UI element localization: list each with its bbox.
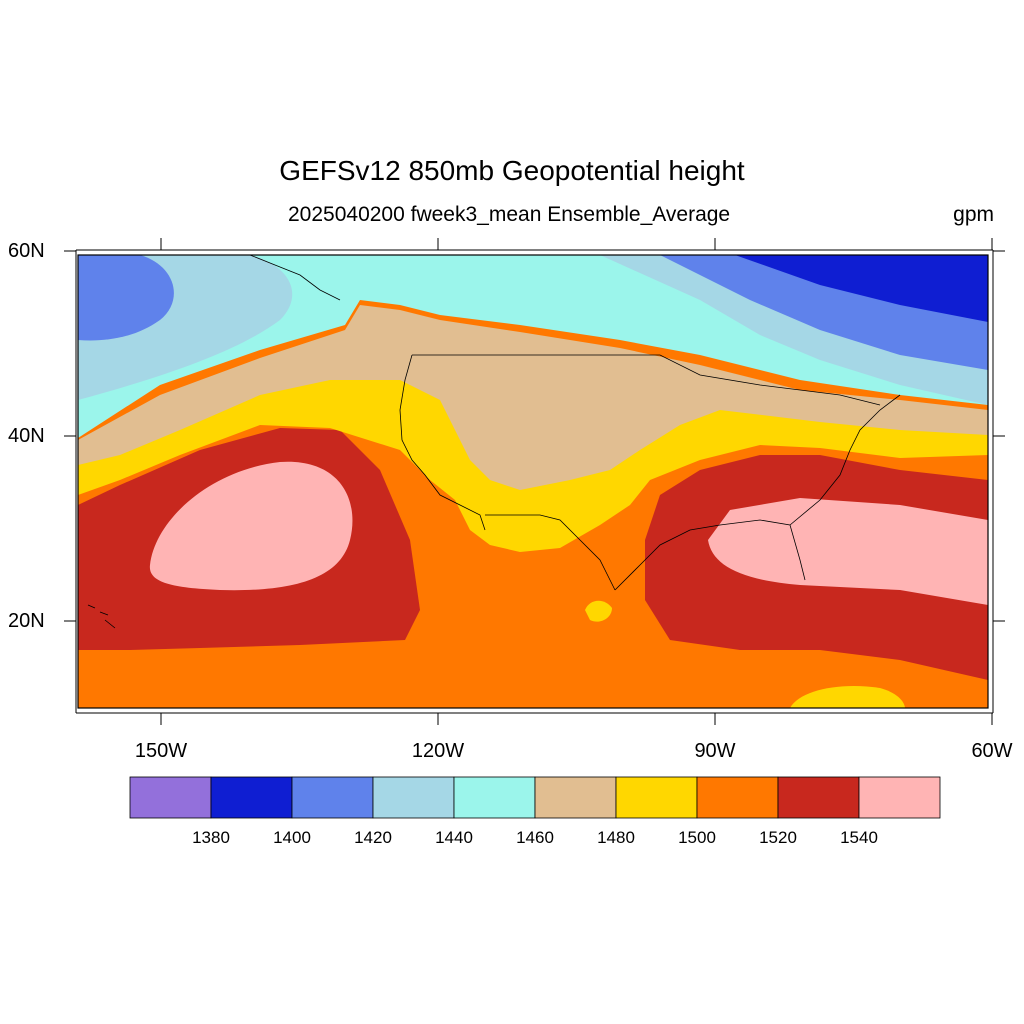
colorbar-box: [534, 776, 617, 819]
contour-fill-group: [78, 255, 988, 708]
colorbar-box: [291, 776, 374, 819]
lat-label-40n: 40N: [8, 425, 45, 447]
colorbar-label: 1520: [759, 828, 797, 847]
contour-1400-1420-west: [78, 255, 174, 341]
colorbar-box: [696, 776, 779, 819]
plot-title: GEFSv12 850mb Geopotential height: [279, 155, 745, 186]
colorbar-label: 1400: [273, 828, 311, 847]
contour-1540-west: [149, 461, 353, 591]
colorbar-label: 1380: [192, 828, 230, 847]
colorbar-box: [453, 776, 536, 819]
lon-label-90w: 90W: [694, 740, 736, 762]
lat-label-20n: 20N: [8, 610, 45, 632]
axis-ticks: [64, 238, 1005, 725]
colorbar-box: [858, 776, 941, 819]
contour-1460-1480: [78, 305, 988, 490]
colorbar-label: 1500: [678, 828, 716, 847]
contour-1540-east: [708, 498, 988, 605]
colorbar-box: [777, 776, 860, 819]
colorbar-label: 1420: [354, 828, 392, 847]
lat-label-60n: 60N: [8, 240, 45, 262]
colorbar-label: 1480: [597, 828, 635, 847]
colorbar-label: 1460: [516, 828, 554, 847]
units-label: gpm: [953, 203, 994, 226]
colorbar-box: [615, 776, 698, 819]
lon-label-120w: 120W: [411, 740, 465, 762]
map-frame: [77, 254, 989, 709]
alaska-coast-line: [249, 255, 341, 301]
contour-1480-1500-baja: [585, 600, 612, 622]
east-coast-line: [789, 394, 901, 526]
colorbar-label: 1540: [840, 828, 878, 847]
colorbar-box: [372, 776, 455, 819]
lon-label-60w: 60W: [971, 740, 1013, 762]
us-west-coast-line: [399, 354, 486, 531]
lon-label-150w: 150W: [134, 740, 188, 762]
contour-1480-1500-south: [790, 686, 905, 708]
contour-1380-1400-east: [735, 255, 988, 322]
us-north-border-line: [412, 354, 881, 406]
gulf-coast-line: [614, 519, 806, 591]
us-border-line: [485, 514, 616, 591]
colorbar-box: [129, 776, 212, 819]
colorbar-box: [210, 776, 293, 819]
plot-subtitle: 2025040200 fweek3_mean Ensemble_Average: [288, 203, 731, 226]
colorbar-label: 1440: [435, 828, 473, 847]
hawaii-islands: [87, 604, 116, 629]
